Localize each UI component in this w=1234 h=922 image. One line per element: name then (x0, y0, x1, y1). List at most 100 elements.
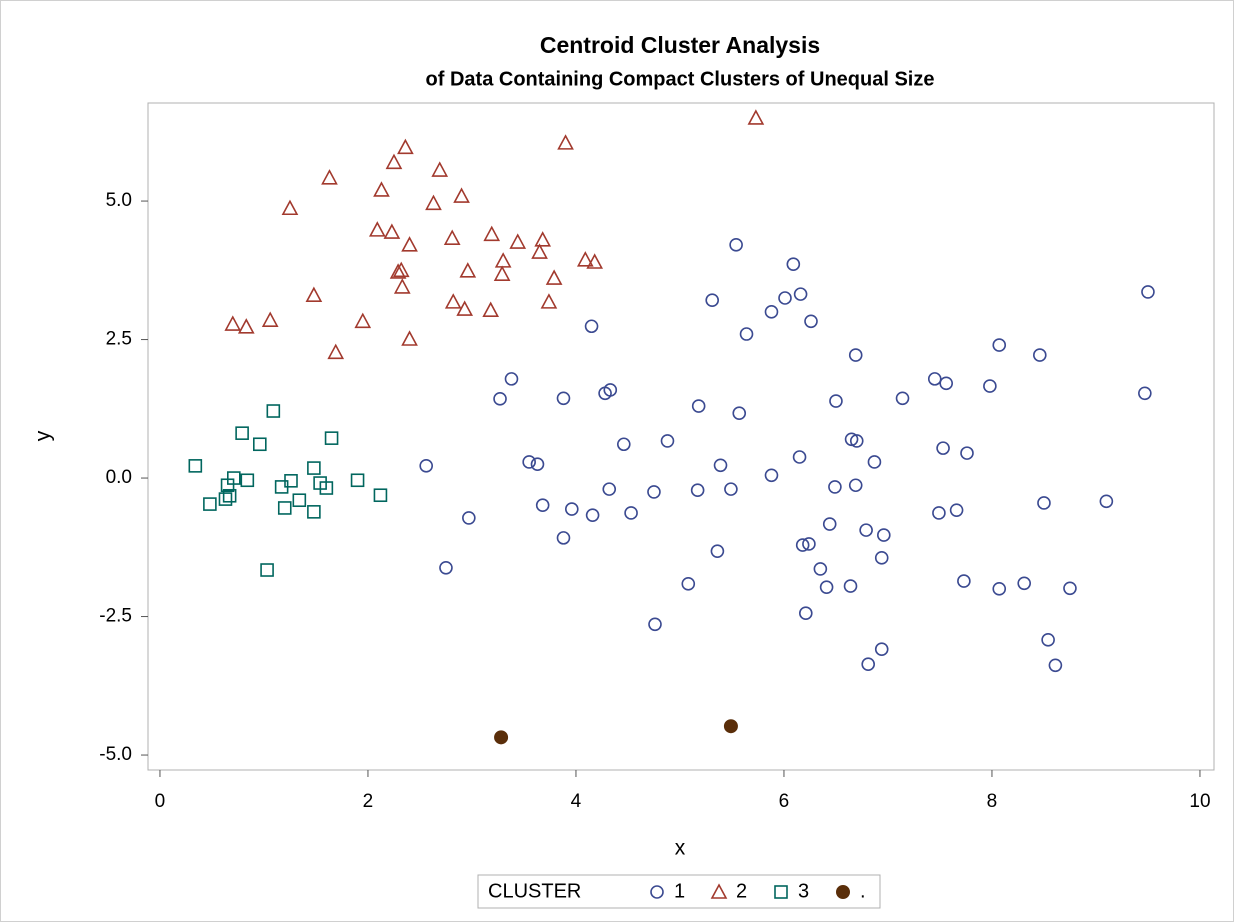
point (586, 253, 604, 269)
point (829, 394, 843, 408)
point (576, 251, 594, 267)
point (504, 372, 519, 386)
point (764, 468, 779, 483)
point (482, 301, 500, 317)
x-tick-label: 4 (571, 791, 582, 812)
point (327, 343, 345, 360)
point (509, 233, 527, 249)
x-tick-label: 0 (155, 791, 166, 812)
point (819, 580, 834, 594)
point (556, 531, 571, 545)
point (556, 391, 571, 406)
point (691, 399, 706, 413)
legend-title: CLUSTER (488, 880, 581, 902)
point (1063, 581, 1077, 596)
point (843, 579, 858, 593)
legend-label: 3 (798, 880, 809, 902)
point (534, 231, 552, 247)
point (188, 459, 203, 473)
point (266, 404, 281, 418)
point (281, 199, 299, 216)
point (992, 338, 1007, 352)
x-tick-label: 2 (363, 791, 374, 812)
point (494, 252, 512, 268)
point (786, 257, 801, 272)
point (545, 269, 563, 285)
point (1041, 633, 1055, 647)
point (493, 265, 511, 281)
point (220, 478, 235, 493)
point (648, 617, 662, 632)
point (530, 457, 545, 471)
x-tick-label: 8 (987, 791, 998, 812)
y-tick-label: 2.5 (106, 329, 132, 350)
point (724, 482, 738, 496)
point (321, 169, 338, 185)
point (739, 327, 754, 341)
legend-box (477, 874, 881, 909)
point (203, 497, 217, 511)
point (235, 426, 249, 440)
point (368, 221, 386, 237)
point (681, 577, 696, 591)
point (540, 293, 558, 309)
point (624, 506, 638, 520)
y-tick-label: 0.0 (106, 467, 132, 488)
point (439, 560, 453, 575)
point (419, 459, 434, 473)
point (585, 508, 600, 522)
x-tick-label: 10 (1189, 791, 1210, 812)
legend-label: . (860, 880, 866, 902)
point (804, 314, 818, 329)
point (802, 537, 816, 551)
point (240, 473, 255, 488)
point (260, 563, 274, 577)
point (1141, 285, 1155, 299)
point (859, 523, 873, 537)
point (253, 437, 267, 452)
point (1017, 576, 1031, 591)
point (1099, 494, 1114, 509)
point (392, 261, 410, 278)
point (354, 312, 372, 329)
point (813, 562, 828, 576)
legend-marker (710, 883, 728, 899)
point (603, 383, 618, 397)
point (531, 243, 548, 259)
chart-subtitle: of Data Containing Compact Clusters of U… (426, 68, 935, 90)
point (660, 434, 675, 448)
point (443, 229, 461, 245)
x-tick-label: 6 (779, 791, 790, 812)
point (425, 194, 442, 211)
point (793, 287, 808, 301)
point (983, 379, 997, 393)
point (350, 473, 365, 488)
point (274, 480, 289, 494)
y-tick-label: -5.0 (99, 744, 132, 765)
point (1033, 348, 1047, 362)
y-axis-label: y (32, 430, 55, 441)
point (747, 109, 765, 125)
point (307, 461, 321, 475)
point (792, 450, 807, 464)
legend-marker (836, 885, 850, 899)
point (261, 311, 279, 327)
point (795, 538, 810, 552)
y-tick-label: 5.0 (106, 190, 132, 211)
point (939, 376, 954, 391)
point (713, 458, 728, 473)
point (602, 482, 617, 496)
legend-label: 2 (736, 880, 747, 902)
point (444, 293, 462, 309)
point (224, 315, 242, 331)
point (557, 134, 574, 150)
point (305, 286, 323, 303)
point (616, 437, 631, 452)
point (992, 582, 1007, 596)
point (848, 348, 863, 362)
point (848, 478, 863, 493)
point (222, 488, 237, 503)
point (324, 431, 339, 445)
point (383, 223, 401, 239)
point (936, 441, 950, 455)
